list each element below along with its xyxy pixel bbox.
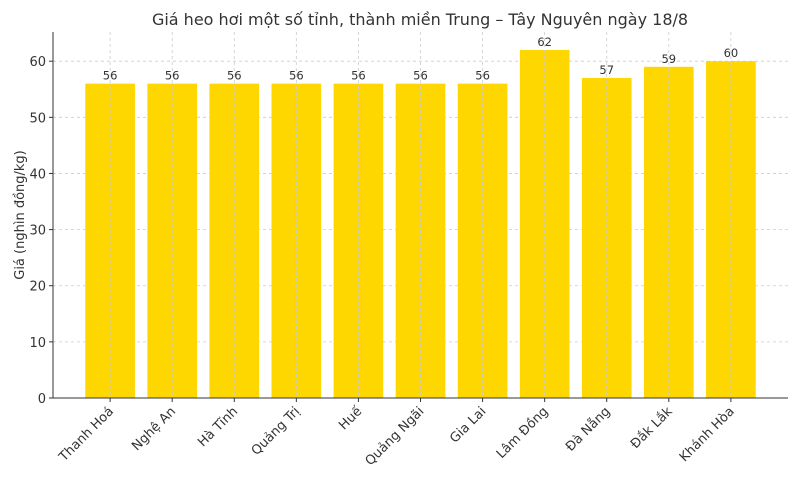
y-tick-label: 50 [29,111,46,126]
data-label: 56 [289,69,304,83]
data-label: 62 [537,35,552,49]
x-tick-label: Huế [336,404,365,433]
data-label: 56 [103,69,118,83]
x-tick-label: Khánh Hòa [677,404,738,465]
data-label: 56 [413,69,428,83]
chart-title: Giá heo hơi một số tỉnh, thành miền Trun… [152,10,688,29]
data-label: 56 [165,69,180,83]
y-tick-label: 10 [29,336,46,351]
y-tick-label: 20 [29,280,46,295]
y-tick-label: 40 [29,167,46,182]
y-tick-label: 0 [38,392,46,407]
x-tick-label: Hà Tĩnh [195,404,241,450]
x-tick-label: Đà Nẵng [563,404,613,454]
data-label: 56 [351,69,366,83]
x-tick-label: Quảng Trị [249,404,303,458]
data-label: 56 [227,69,242,83]
data-label: 57 [599,63,614,77]
data-label: 60 [724,46,739,60]
y-axis-label: Giá (nghìn đồng/kg) [13,150,28,280]
x-tick-label: Lâm Đồng [494,404,552,462]
x-tick-label: Gia Lai [447,404,489,446]
x-tick-label: Đắk Lắk [628,404,676,452]
data-label: 56 [475,69,490,83]
x-tick-label: Nghệ An [129,404,179,454]
x-tick-label: Thanh Hoá [56,404,117,465]
y-tick-label: 30 [29,224,46,239]
x-tick-label: Quảng Ngãi [363,404,428,469]
data-label: 59 [661,52,676,66]
y-tick-label: 60 [29,55,46,70]
